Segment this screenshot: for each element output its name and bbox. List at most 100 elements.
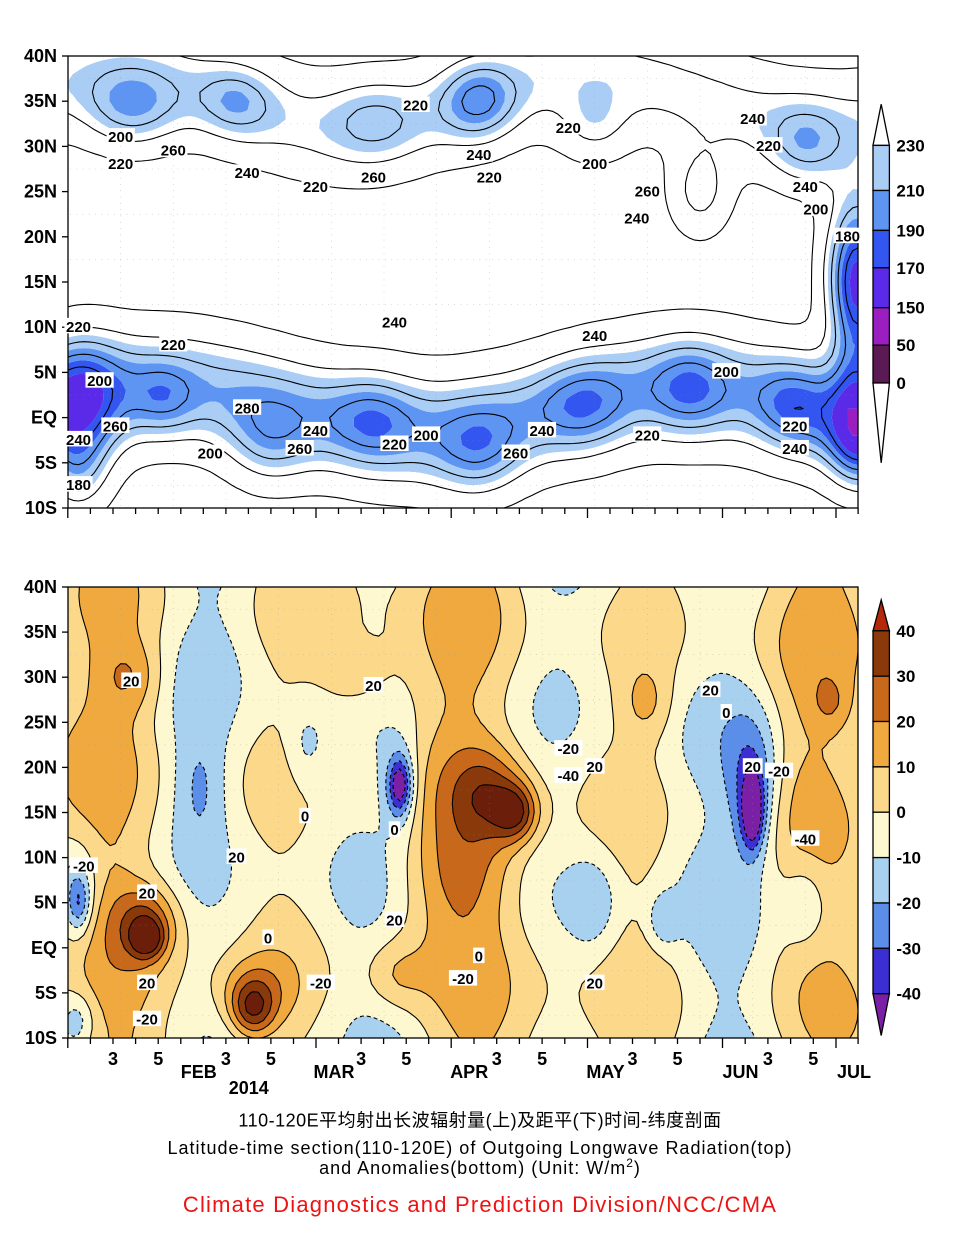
svg-text:5: 5 xyxy=(537,1049,547,1069)
svg-text:260: 260 xyxy=(161,143,186,160)
svg-text:190: 190 xyxy=(896,221,924,240)
svg-text:0: 0 xyxy=(390,822,398,839)
svg-text:-30: -30 xyxy=(896,939,921,958)
svg-text:20: 20 xyxy=(139,885,156,902)
svg-text:15N: 15N xyxy=(24,803,57,823)
svg-text:5S: 5S xyxy=(35,453,57,473)
svg-text:20: 20 xyxy=(386,912,403,929)
svg-text:260: 260 xyxy=(287,441,312,458)
svg-text:200: 200 xyxy=(582,156,607,173)
svg-text:5S: 5S xyxy=(35,983,57,1003)
svg-text:220: 220 xyxy=(161,337,186,354)
svg-text:and Anomalies(bottom) (Unit: W: and Anomalies(bottom) (Unit: W/m2) xyxy=(319,1156,641,1178)
svg-text:150: 150 xyxy=(896,299,924,318)
svg-text:Climate Diagnostics and Predic: Climate Diagnostics and Prediction Divis… xyxy=(183,1192,777,1217)
svg-text:200: 200 xyxy=(108,129,133,146)
svg-text:20: 20 xyxy=(365,678,382,695)
svg-text:3: 3 xyxy=(492,1049,502,1069)
svg-text:3: 3 xyxy=(221,1049,231,1069)
svg-text:30N: 30N xyxy=(24,136,57,156)
svg-text:220: 220 xyxy=(303,179,328,196)
svg-text:200: 200 xyxy=(714,364,739,381)
svg-text:240: 240 xyxy=(740,111,765,128)
svg-text:10S: 10S xyxy=(25,498,57,518)
svg-text:20: 20 xyxy=(139,976,156,993)
svg-text:FEB: FEB xyxy=(181,1062,217,1082)
svg-text:110-120E平均射出长波辐射量(上)及距平(下)时间-纬: 110-120E平均射出长波辐射量(上)及距平(下)时间-纬度剖面 xyxy=(238,1111,721,1131)
svg-text:240: 240 xyxy=(624,210,649,227)
svg-text:0: 0 xyxy=(896,374,905,393)
svg-text:5: 5 xyxy=(401,1049,411,1069)
svg-text:240: 240 xyxy=(382,314,407,331)
svg-text:20: 20 xyxy=(123,673,140,690)
svg-text:0: 0 xyxy=(301,809,309,826)
svg-text:40N: 40N xyxy=(24,46,57,66)
svg-text:220: 220 xyxy=(403,97,428,114)
svg-text:200: 200 xyxy=(414,427,439,444)
svg-text:5: 5 xyxy=(266,1049,276,1069)
svg-text:240: 240 xyxy=(66,432,91,449)
svg-text:220: 220 xyxy=(756,138,781,155)
svg-text:20: 20 xyxy=(586,759,603,776)
svg-text:-40: -40 xyxy=(794,831,816,848)
svg-text:MAR: MAR xyxy=(314,1062,355,1082)
svg-text:200: 200 xyxy=(803,201,828,218)
svg-text:20: 20 xyxy=(228,849,245,866)
svg-text:20: 20 xyxy=(744,759,761,776)
svg-text:3: 3 xyxy=(356,1049,366,1069)
svg-text:210: 210 xyxy=(896,182,924,201)
svg-text:APR: APR xyxy=(450,1062,488,1082)
svg-text:220: 220 xyxy=(556,120,581,137)
svg-text:-40: -40 xyxy=(896,985,921,1004)
svg-text:10N: 10N xyxy=(24,317,57,337)
svg-text:-40: -40 xyxy=(557,768,579,785)
svg-text:5: 5 xyxy=(672,1049,682,1069)
svg-text:20: 20 xyxy=(586,976,603,993)
svg-text:30: 30 xyxy=(896,667,915,686)
svg-text:3: 3 xyxy=(627,1049,637,1069)
svg-text:200: 200 xyxy=(87,373,112,390)
svg-text:20N: 20N xyxy=(24,757,57,777)
svg-text:EQ: EQ xyxy=(31,938,57,958)
svg-text:EQ: EQ xyxy=(31,408,57,428)
svg-text:260: 260 xyxy=(103,418,128,435)
svg-text:-20: -20 xyxy=(768,764,790,781)
svg-text:5N: 5N xyxy=(34,362,57,382)
svg-text:25N: 25N xyxy=(24,712,57,732)
svg-text:220: 220 xyxy=(782,418,807,435)
svg-text:-20: -20 xyxy=(557,741,579,758)
svg-text:170: 170 xyxy=(896,259,924,278)
svg-text:200: 200 xyxy=(198,446,223,463)
svg-text:260: 260 xyxy=(635,183,660,200)
svg-text:240: 240 xyxy=(466,147,491,164)
svg-text:20N: 20N xyxy=(24,227,57,247)
svg-text:JUL: JUL xyxy=(837,1062,871,1082)
svg-text:5N: 5N xyxy=(34,893,57,913)
svg-text:-20: -20 xyxy=(310,976,332,993)
svg-text:240: 240 xyxy=(582,328,607,345)
svg-text:240: 240 xyxy=(782,441,807,458)
svg-text:220: 220 xyxy=(635,427,660,444)
svg-text:MAY: MAY xyxy=(586,1062,624,1082)
svg-text:25N: 25N xyxy=(24,182,57,202)
svg-text:240: 240 xyxy=(793,179,818,196)
svg-text:240: 240 xyxy=(235,165,260,182)
svg-text:3: 3 xyxy=(763,1049,773,1069)
svg-text:240: 240 xyxy=(529,423,554,440)
svg-text:5: 5 xyxy=(153,1049,163,1069)
svg-text:5: 5 xyxy=(808,1049,818,1069)
svg-text:0: 0 xyxy=(264,931,272,948)
svg-text:2014: 2014 xyxy=(229,1078,269,1098)
svg-text:-20: -20 xyxy=(452,971,474,988)
svg-text:220: 220 xyxy=(66,319,91,336)
svg-text:10N: 10N xyxy=(24,848,57,868)
svg-text:180: 180 xyxy=(835,229,860,246)
svg-text:Latitude-time section(110-120E: Latitude-time section(110-120E) of Outgo… xyxy=(168,1138,793,1158)
svg-text:35N: 35N xyxy=(24,622,57,642)
svg-text:240: 240 xyxy=(303,423,328,440)
svg-text:0: 0 xyxy=(896,803,905,822)
svg-text:30N: 30N xyxy=(24,667,57,687)
svg-text:-20: -20 xyxy=(73,858,95,875)
svg-text:220: 220 xyxy=(382,436,407,453)
svg-text:JUN: JUN xyxy=(722,1062,758,1082)
